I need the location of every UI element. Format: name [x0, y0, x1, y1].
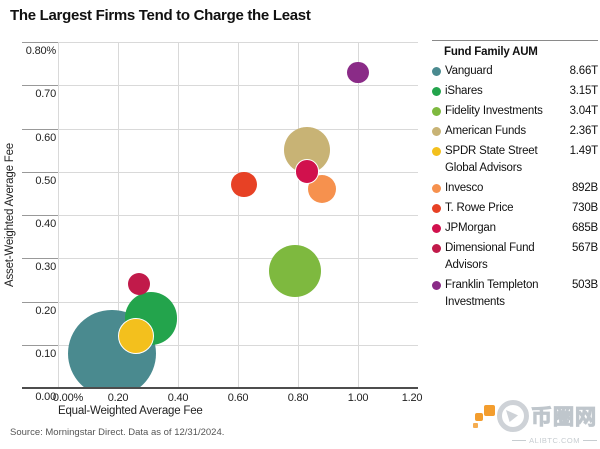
y-axis-tick	[22, 258, 58, 260]
bubble-jpmorgan	[294, 159, 320, 185]
y-axis-tick	[22, 344, 58, 346]
y-axis-tick-label: 0.10	[35, 347, 56, 360]
bubble-dimensional-fund-advisors	[127, 273, 151, 296]
legend-swatch-icon	[432, 244, 441, 253]
chart-title: The Largest Firms Tend to Charge the Lea…	[10, 7, 311, 24]
x-axis-title: Equal-Weighted Average Fee	[58, 405, 203, 417]
legend-fund-name: T. Rowe Price	[445, 202, 514, 214]
gridline-vertical	[298, 42, 299, 388]
watermark-squares-icon	[473, 403, 495, 429]
legend-swatch-icon	[432, 184, 441, 193]
legend-aum-value: 2.36T	[569, 125, 599, 137]
gridline-vertical	[358, 42, 359, 388]
legend-aum-value: 1.49T	[569, 145, 599, 157]
legend-fund-name: Dimensional Fund Advisors	[445, 242, 535, 271]
bubble-spdr-state-street-global-advisors	[117, 317, 155, 355]
y-axis-tick-label: 0.50	[35, 174, 56, 187]
gridline-vertical	[238, 42, 239, 388]
legend-header: Fund Family AUM	[444, 46, 538, 58]
legend-aum-value: 8.66T	[569, 65, 599, 77]
x-axis-tick-label: 0.00%	[52, 392, 84, 404]
y-axis-tick-label: 0.70	[35, 88, 56, 101]
legend-row-dimensional-fund-advisors: Dimensional Fund Advisors 567B	[432, 240, 598, 274]
x-axis-tick-label: 0.40	[167, 392, 189, 404]
legend-row-spdr-state-street-global-advisors: SPDR State Street Global Advisors 1.49T	[432, 143, 598, 177]
y-axis-tick-label: 0.40	[35, 218, 56, 230]
legend-swatch-icon	[432, 87, 441, 96]
legend-fund-name: Vanguard	[445, 65, 493, 77]
legend-aum-value: 730B	[571, 202, 598, 214]
gridline-vertical	[118, 42, 119, 388]
legend-aum-value: 503B	[571, 279, 598, 291]
plot-area	[58, 42, 418, 388]
legend-aum-value: 892B	[571, 182, 598, 194]
legend-row-t-rowe-price: T. Rowe Price 730B	[432, 200, 598, 217]
legend-row-franklin-templeton-investments: Franklin Templeton Investments 503B	[432, 277, 598, 311]
gridline-vertical	[178, 42, 179, 388]
y-axis-tick-label: 0.60	[35, 131, 56, 144]
legend-aum-value: 567B	[571, 242, 598, 254]
bubble-t-rowe-price	[231, 172, 257, 198]
legend-row-invesco: Invesco 892B	[432, 180, 598, 197]
legend-fund-name: Fidelity Investments	[445, 105, 543, 117]
legend-fund-name: iShares	[445, 85, 483, 97]
legend-row-vanguard: Vanguard 8.66T	[432, 63, 598, 80]
y-axis-tick-label: 0.80%	[25, 45, 56, 57]
legend-row-american-funds: American Funds 2.36T	[432, 123, 598, 140]
legend-aum-value: 3.04T	[569, 105, 599, 117]
watermark: 币圈网 ALIBTC.COM	[467, 398, 597, 445]
legend-fund-name: SPDR State Street Global Advisors	[445, 145, 538, 174]
x-axis-tick-label: 0.80	[287, 392, 309, 404]
legend-swatch-icon	[432, 204, 441, 213]
watermark-site-url: ALIBTC.COM	[467, 436, 597, 445]
legend-row-fidelity-investments: Fidelity Investments 3.04T	[432, 103, 598, 120]
y-axis-tick-label: 0.00	[35, 391, 56, 403]
legend-swatch-icon	[432, 107, 441, 116]
legend-swatch-icon	[432, 147, 441, 156]
y-axis-tick	[22, 128, 58, 130]
legend-fund-name: American Funds	[445, 125, 526, 137]
x-axis-tick-label: 1.00	[347, 392, 369, 404]
source-note: Source: Morningstar Direct. Data as of 1…	[10, 427, 225, 438]
x-axis-line	[22, 387, 418, 389]
legend-swatch-icon	[432, 127, 441, 136]
y-axis-tick	[22, 85, 58, 87]
watermark-site-name: 币圈网	[531, 406, 597, 430]
legend-aum-value: 685B	[571, 222, 598, 234]
legend-swatch-icon	[432, 67, 441, 76]
x-axis-tick-label: 0.60	[227, 392, 249, 404]
legend-swatch-icon	[432, 281, 441, 290]
legend-swatch-icon	[432, 224, 441, 233]
gridline-vertical	[58, 42, 59, 388]
bubble-fidelity-investments	[269, 245, 321, 298]
y-axis-tick-label: 0.20	[35, 304, 56, 317]
y-axis-title: Asset-Weighted Average Fee	[4, 143, 16, 287]
bubble-franklin-templeton-investments	[347, 61, 369, 83]
x-axis-tick-label: 1.20	[401, 392, 423, 404]
legend: Fund Family AUM Vanguard 8.66T iShares 3.15…	[432, 40, 598, 314]
legend-fund-name: Invesco	[445, 182, 484, 194]
legend-row-jpmorgan: JPMorgan 685B	[432, 220, 598, 237]
legend-row-ishares: iShares 3.15T	[432, 83, 598, 100]
legend-aum-value: 3.15T	[569, 85, 599, 97]
y-axis-tick	[22, 42, 58, 43]
legend-fund-name: JPMorgan	[445, 222, 496, 234]
watermark-logo-icon	[497, 400, 529, 432]
y-axis-tick	[22, 171, 58, 173]
y-axis-tick	[22, 215, 58, 216]
y-axis-tick	[22, 301, 58, 303]
y-axis-tick-label: 0.30	[35, 261, 56, 274]
legend-fund-name: Franklin Templeton Investments	[445, 279, 539, 308]
x-axis-tick-label: 0.20	[107, 392, 129, 404]
